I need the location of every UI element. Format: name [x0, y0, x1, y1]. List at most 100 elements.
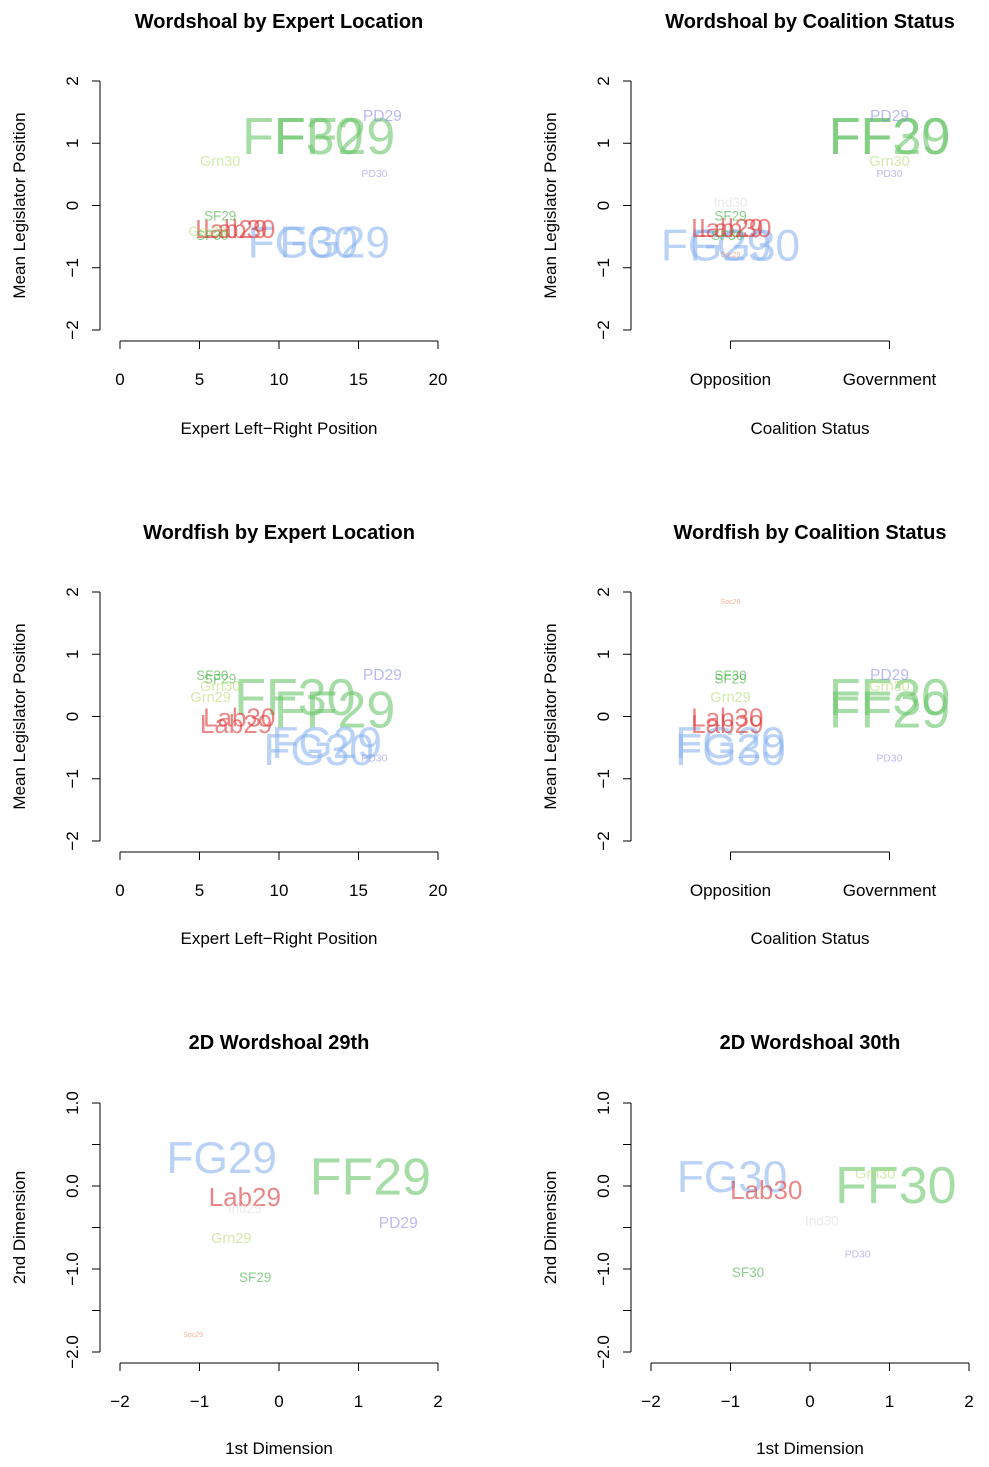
x-tick-label: 0 — [115, 881, 124, 900]
x-tick-label: 20 — [429, 881, 448, 900]
y-tick-label: 1.0 — [594, 1091, 613, 1115]
point-label: SF29 — [204, 209, 236, 224]
point-label: PD30 — [877, 753, 903, 764]
chart-panel-4: Wordfish by Coalition Status −2 −1 0 1 2 Oppos… — [541, 522, 950, 948]
chart-panel-5: 2D Wordshoal 29th −2.0 −1.0 0.0 1.0 −2 −1 0 1 2 1s… — [10, 1032, 443, 1458]
point-label: PD29 — [870, 108, 909, 125]
x-tick-label: 15 — [349, 881, 368, 900]
point-label: PD30 — [361, 753, 387, 764]
x-axis-label: 1st Dimension — [756, 1439, 864, 1458]
x-tick-label: 1 — [885, 1392, 894, 1411]
y-tick-label: 2 — [594, 76, 613, 85]
point-label: FG30 — [263, 726, 374, 775]
point-label: Ind30 — [714, 195, 748, 210]
y-tick-label: 1.0 — [63, 1091, 82, 1115]
point-label: FF29 — [274, 108, 395, 166]
y-tick-label: −2.0 — [594, 1335, 613, 1369]
point-label: FG29 — [167, 1134, 278, 1183]
point-label: SF30 — [714, 668, 746, 683]
x-tick-label: −1 — [190, 1392, 209, 1411]
point-label: Lab29 — [209, 1182, 281, 1212]
chart-panel-2: Wordshoal by Coalition Status −2 −1 0 1 2 Oppo… — [541, 11, 955, 438]
point-label: SF30 — [196, 668, 228, 683]
x-axis-label: 1st Dimension — [225, 1439, 333, 1458]
point-label: FF29 — [829, 108, 950, 166]
point-label: Soc29 — [721, 599, 741, 606]
y-tick-label: 2 — [63, 587, 82, 596]
point-label: Lab29 — [691, 709, 763, 739]
x-tick-label: 1 — [354, 1392, 363, 1411]
point-label: PD29 — [363, 667, 402, 684]
point-label: FF30 — [829, 669, 950, 727]
point-label: Grn30 — [200, 679, 240, 695]
x-tick-label: 2 — [964, 1392, 973, 1411]
point-label: PD29 — [379, 1215, 418, 1232]
y-tick-label: −1.0 — [594, 1252, 613, 1286]
chart-title: Wordshoal by Expert Location — [135, 11, 424, 33]
y-tick-label: 0.0 — [63, 1174, 82, 1198]
y-tick-label: −2 — [594, 831, 613, 850]
point-label: Grn29 — [189, 224, 227, 239]
x-tick-label: Government — [843, 370, 937, 389]
y-tick-label: −2 — [63, 320, 82, 339]
y-tick-label: 1 — [63, 650, 82, 659]
y-tick-label: −2 — [594, 320, 613, 339]
point-label: FG29 — [271, 719, 382, 768]
x-tick-label: Opposition — [690, 370, 771, 389]
x-tick-label: −2 — [110, 1392, 129, 1411]
point-label: Lab30 — [203, 703, 275, 733]
x-tick-label: Government — [843, 881, 937, 900]
point-label: SF30 — [711, 228, 743, 243]
y-tick-label: −2.0 — [63, 1335, 82, 1369]
point-label: SF29 — [714, 209, 746, 224]
y-axis-label: 2nd Dimension — [10, 1171, 29, 1284]
point-label: FG29 — [675, 719, 786, 768]
y-axis-label: Mean Legislator Position — [10, 623, 29, 809]
x-tick-label: 5 — [195, 881, 204, 900]
x-tick-label: 10 — [270, 370, 289, 389]
y-tick-label: −1 — [63, 258, 82, 277]
point-label: Grn30 — [855, 1166, 895, 1182]
y-tick-label: 2 — [63, 76, 82, 85]
y-tick-label: 1 — [63, 139, 82, 148]
y-tick-label: 0 — [594, 712, 613, 721]
point-label: FG29 — [279, 218, 390, 267]
point-label: SF30 — [196, 228, 228, 243]
point-label: Grn30 — [869, 679, 909, 695]
point-label: PD30 — [845, 1249, 871, 1260]
point-label: Grn30 — [200, 154, 240, 170]
x-tick-label: 0 — [805, 1392, 814, 1411]
point-label: SF30 — [732, 1265, 764, 1280]
point-label: Lab30 — [699, 213, 771, 243]
point-label: Grn30 — [869, 154, 909, 170]
point-label: FF30 — [829, 108, 950, 166]
y-tick-label: 0 — [63, 712, 82, 721]
point-label: FF30 — [835, 1157, 956, 1215]
x-tick-label: 0 — [115, 370, 124, 389]
x-tick-label: 5 — [195, 370, 204, 389]
point-label: FG30 — [690, 221, 801, 270]
y-tick-label: 2 — [594, 587, 613, 596]
y-tick-label: −2 — [63, 831, 82, 850]
point-label: FG30 — [675, 726, 786, 775]
y-tick-label: −1.0 — [63, 1252, 82, 1286]
point-label: PD30 — [877, 169, 903, 180]
point-label: FG30 — [677, 1153, 788, 1202]
y-tick-label: 1 — [594, 650, 613, 659]
chart-title: 2D Wordshoal 30th — [720, 1032, 901, 1054]
x-tick-label: 2 — [433, 1392, 442, 1411]
x-axis-label: Coalition Status — [750, 419, 869, 438]
point-label: PD29 — [870, 667, 909, 684]
chart-title: Wordfish by Expert Location — [143, 522, 415, 544]
point-label: FF29 — [829, 681, 950, 739]
y-tick-label: 0 — [594, 201, 613, 210]
point-label: Lab30 — [730, 1175, 802, 1205]
x-tick-label: 20 — [429, 370, 448, 389]
y-tick-label: 0 — [63, 201, 82, 210]
point-label: Lab29 — [200, 709, 272, 739]
y-tick-label: −1 — [63, 769, 82, 788]
point-label: Grn29 — [190, 690, 230, 706]
